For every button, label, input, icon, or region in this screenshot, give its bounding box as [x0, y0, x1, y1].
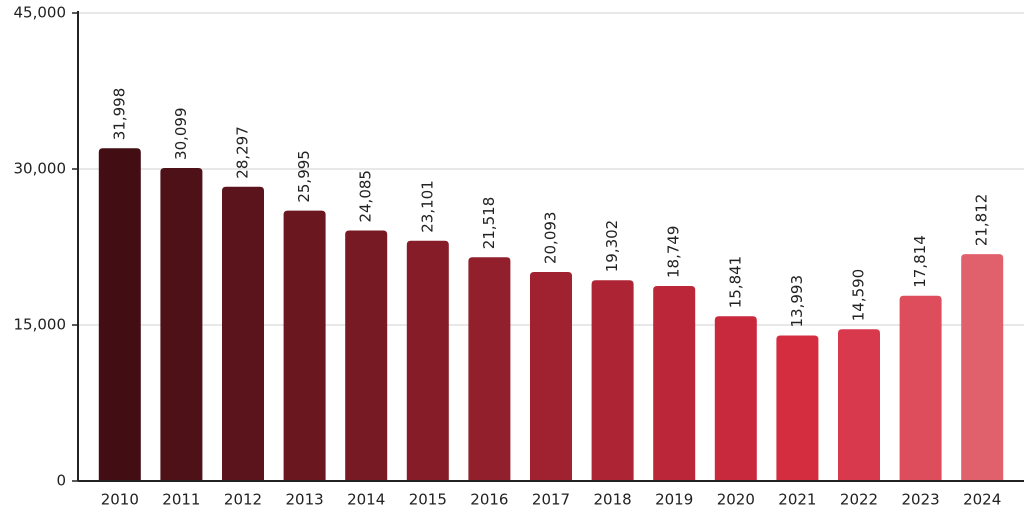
x-tick-label: 2024: [963, 491, 1001, 509]
data-label: 28,297: [234, 126, 252, 179]
data-label: 30,099: [172, 107, 190, 160]
x-tick-label: 2022: [840, 491, 878, 509]
bar: [468, 257, 511, 481]
data-label: 18,749: [665, 226, 683, 279]
data-label: 23,101: [418, 180, 436, 233]
bar: [345, 230, 388, 481]
x-tick-label: 2020: [717, 491, 755, 509]
x-tick-label: 2019: [655, 491, 693, 509]
data-label: 20,093: [542, 212, 560, 265]
bar: [714, 316, 757, 481]
data-label: 13,993: [788, 275, 806, 328]
y-tick-label: 0: [56, 472, 66, 490]
data-label: 19,302: [603, 220, 621, 273]
y-tick-label: 30,000: [14, 160, 67, 178]
x-tick-label: 2010: [101, 491, 139, 509]
bar: [98, 148, 141, 481]
data-label: 17,814: [911, 235, 929, 288]
x-tick-label: 2017: [532, 491, 570, 509]
bar: [961, 254, 1004, 481]
data-label: 14,590: [850, 269, 868, 322]
bar: [899, 295, 942, 481]
bar: [838, 329, 880, 481]
bar: [406, 240, 449, 481]
y-tick-label: 15,000: [14, 316, 67, 334]
y-tick-label: 45,000: [14, 4, 67, 22]
x-tick-label: 2015: [409, 491, 447, 509]
x-tick-label: 2011: [162, 491, 200, 509]
bar: [653, 286, 696, 481]
x-tick-label: 2021: [778, 491, 816, 509]
bar: [530, 272, 572, 481]
bar: [776, 335, 819, 481]
bar: [160, 167, 203, 481]
x-tick-label: 2012: [224, 491, 262, 509]
x-tick-label: 2018: [594, 491, 632, 509]
data-label: 21,812: [973, 194, 991, 246]
data-label: 21,518: [480, 197, 498, 250]
bar: [222, 186, 264, 482]
bar: [591, 280, 634, 481]
x-tick-label: 2013: [286, 491, 324, 509]
x-tick-label: 2016: [470, 491, 508, 509]
data-label: 31,998: [110, 88, 128, 141]
data-label: 24,085: [357, 170, 375, 223]
x-tick-label: 2023: [902, 491, 940, 509]
data-label: 25,995: [295, 150, 313, 203]
x-tick-label: 2014: [347, 491, 385, 509]
bar: [283, 210, 326, 482]
data-label: 15,841: [726, 256, 744, 309]
